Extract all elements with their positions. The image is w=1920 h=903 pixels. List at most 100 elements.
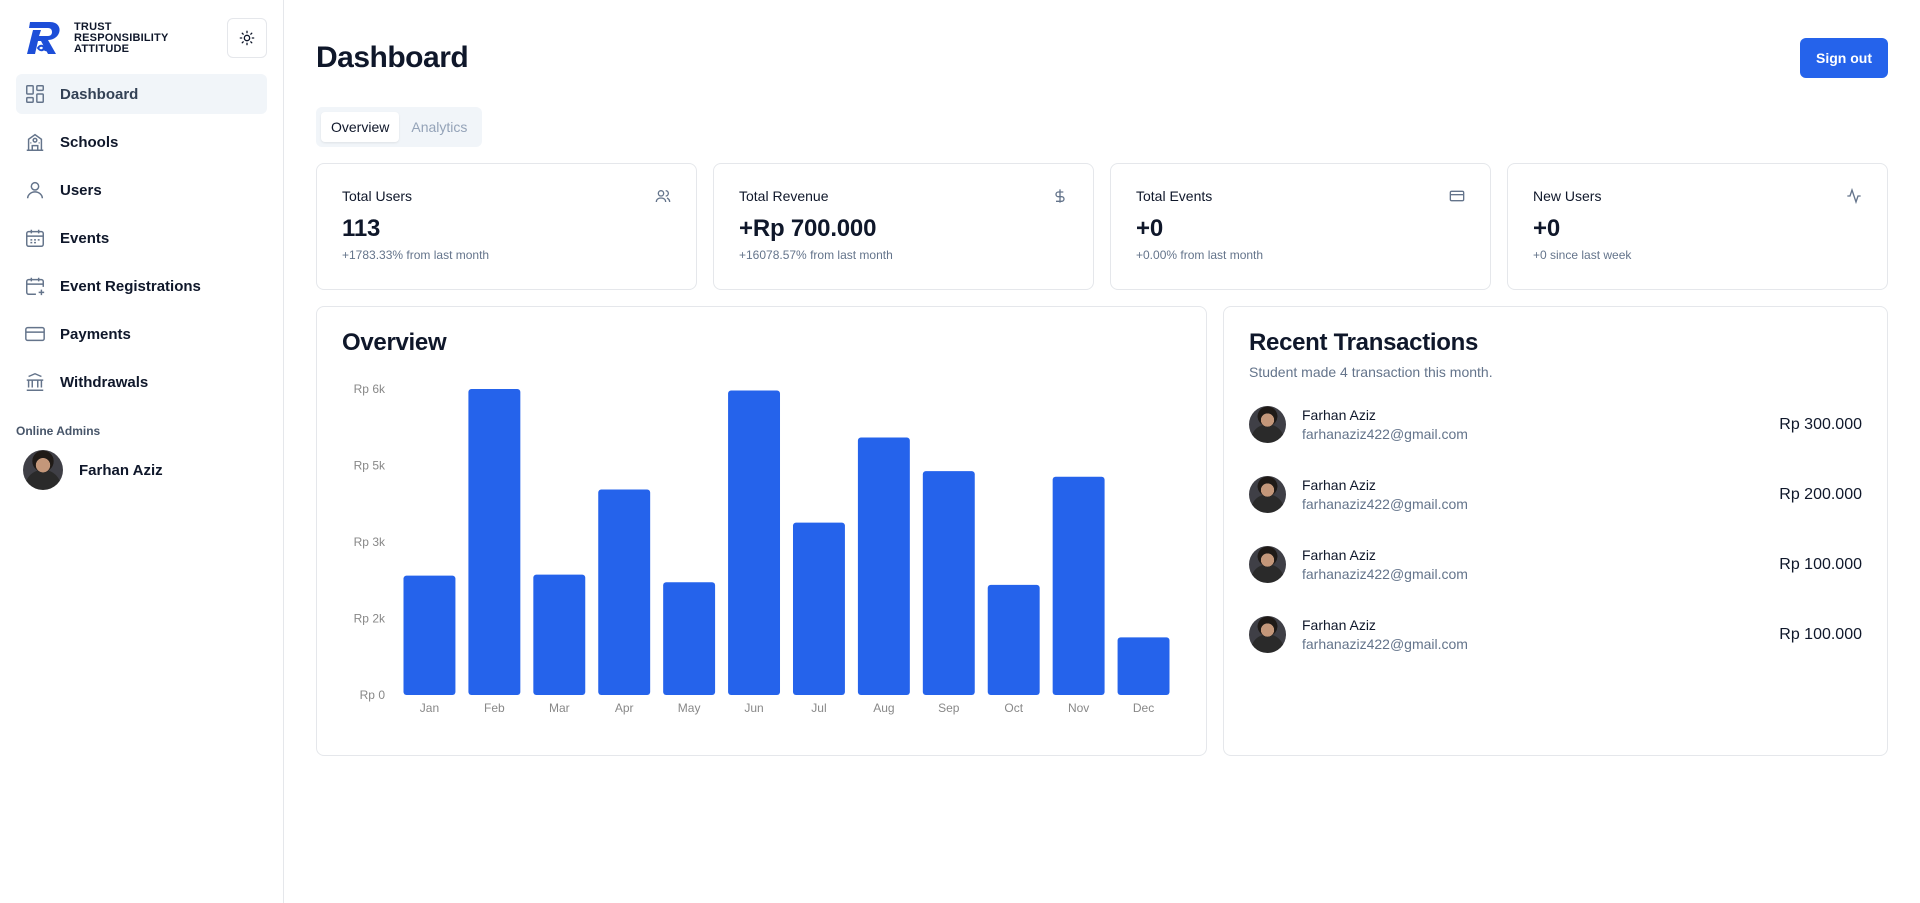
sidebar-item-users[interactable]: Users [16,170,267,210]
calendar-plus-icon [26,277,45,296]
transaction-amount: Rp 100.000 [1779,555,1862,573]
tabs: Overview Analytics [316,107,483,147]
panels: Overview Rp 0 Rp 2k Rp 3k Rp 5k Rp 6k Jan Feb M… [316,306,1888,756]
bar-nov[interactable] [1052,476,1105,695]
bar-sep[interactable] [922,471,975,695]
x-tick-label: Mar [549,701,570,715]
x-tick-label: Apr [615,701,634,715]
bar-jan[interactable] [403,575,456,695]
y-tick-label: Rp 0 [360,688,386,702]
y-tick-label: Rp 2k [354,612,386,626]
x-tick-label: Sep [938,701,960,715]
page-title: Dashboard [316,41,469,74]
brand-row: TRUST RESPONSIBILITY ATTITUDE [16,16,267,60]
transaction-email: farhanaziz422@gmail.com [1302,566,1468,582]
transaction-row[interactable]: Farhan Aziz farhanaziz422@gmail.com Rp 1… [1249,616,1862,653]
x-tick-label: Jan [420,701,439,715]
stat-card-total-revenue: Total Revenue +Rp 700.000 +16078.57% fro… [713,163,1094,290]
activity-icon [1847,188,1861,204]
sidebar: TRUST RESPONSIBILITY ATTITUDE Dashboard … [0,0,284,903]
bar-feb[interactable] [468,389,521,695]
dashboard-icon [26,85,44,103]
brand-text: TRUST RESPONSIBILITY ATTITUDE [74,20,169,55]
dollar-icon [1055,189,1065,203]
sidebar-item-label: Users [60,181,102,199]
stat-title: Total Events [1136,188,1213,204]
transaction-name: Farhan Aziz [1302,477,1376,493]
bar-oct[interactable] [987,584,1040,695]
bank-icon [26,372,44,391]
transaction-email: farhanaziz422@gmail.com [1302,636,1468,652]
x-tick-label: Jul [811,701,826,715]
sidebar-item-payments[interactable]: Payments [16,314,267,354]
avatar [1249,406,1286,443]
transaction-name: Farhan Aziz [1302,407,1376,423]
stat-subtext: +16078.57% from last month [739,248,893,262]
brand-line-1: TRUST [74,20,112,33]
x-tick-label: Aug [873,701,894,715]
overview-panel: Overview Rp 0 Rp 2k Rp 3k Rp 5k Rp 6k Jan Feb M… [316,306,1207,756]
sidebar-item-events[interactable]: Events [16,218,267,258]
bar-apr[interactable] [598,489,651,695]
avatar [1249,546,1286,583]
overview-title: Overview [342,329,447,356]
school-icon [26,133,44,151]
online-admin[interactable]: Farhan Aziz [16,450,267,490]
theme-toggle-button[interactable] [227,18,267,58]
transaction-row[interactable]: Farhan Aziz farhanaziz422@gmail.com Rp 2… [1249,476,1862,513]
x-tick-label: Jun [744,701,763,715]
bar-dec[interactable] [1117,637,1170,695]
bar-jul[interactable] [792,522,845,695]
topbar: Dashboard Sign out [316,32,1888,84]
sidebar-item-label: Schools [60,133,119,151]
sidebar-item-event-registrations[interactable]: Event Registrations [16,266,267,306]
x-tick-label: May [678,701,701,715]
x-tick-label: Nov [1068,701,1089,715]
sidebar-item-label: Withdrawals [60,373,149,391]
transaction-row[interactable]: Farhan Aziz farhanaziz422@gmail.com Rp 3… [1249,406,1862,443]
brand[interactable]: TRUST RESPONSIBILITY ATTITUDE [24,18,168,58]
bar-aug[interactable] [857,437,910,695]
online-admins-label: Online Admins [16,424,101,438]
transaction-row[interactable]: Farhan Aziz farhanaziz422@gmail.com Rp 1… [1249,546,1862,583]
stat-subtext: +1783.33% from last month [342,248,490,262]
user-icon [26,181,44,199]
bar-mar[interactable] [533,574,586,695]
tab-analytics[interactable]: Analytics [411,119,468,135]
credit-card-icon [1449,190,1465,202]
sidebar-item-label: Event Registrations [60,277,201,295]
stat-subtext: +0.00% from last month [1136,248,1264,262]
bar-jun[interactable] [728,390,781,695]
sidebar-item-label: Dashboard [60,85,139,103]
x-tick-label: Dec [1133,701,1154,715]
x-tick-label: Feb [484,701,505,715]
recent-transactions-title: Recent Transactions [1249,329,1479,356]
tab-overview[interactable]: Overview [321,112,400,142]
stat-subtext: +0 since last week [1533,248,1632,262]
stat-card-total-users: Total Users 113 +1783.33% from last mont… [316,163,697,290]
brand-line-2: RESPONSIBILITY [74,31,169,44]
admin-name: Farhan Aziz [79,461,163,479]
main-content: Dashboard Sign out Overview Analytics To… [284,0,1920,903]
sidebar-item-dashboard[interactable]: Dashboard [16,74,267,114]
stat-card-total-events: Total Events +0 +0.00% from last month [1110,163,1491,290]
transaction-name: Farhan Aziz [1302,617,1376,633]
avatar [1249,476,1286,513]
sign-out-button[interactable]: Sign out [1800,38,1888,78]
recent-transactions-panel: Recent Transactions Student made 4 trans… [1223,306,1888,756]
transaction-email: farhanaziz422@gmail.com [1302,496,1468,512]
stat-value: +Rp 700.000 [739,215,877,242]
stat-card-new-users: New Users +0 +0 since last week [1507,163,1888,290]
bar-may[interactable] [663,582,716,695]
transaction-name: Farhan Aziz [1302,547,1376,563]
sidebar-item-withdrawals[interactable]: Withdrawals [16,362,267,402]
avatar [23,450,63,490]
transaction-email: farhanaziz422@gmail.com [1302,426,1468,442]
brand-line-3: ATTITUDE [74,42,130,55]
calendar-icon [26,229,44,247]
recent-transactions-subtitle: Student made 4 transaction this month. [1249,364,1493,380]
stat-value: +0 [1533,215,1560,242]
sidebar-item-schools[interactable]: Schools [16,122,267,162]
sidebar-nav: Dashboard Schools Users Events Event Reg… [16,74,267,402]
transaction-amount: Rp 200.000 [1779,485,1862,503]
